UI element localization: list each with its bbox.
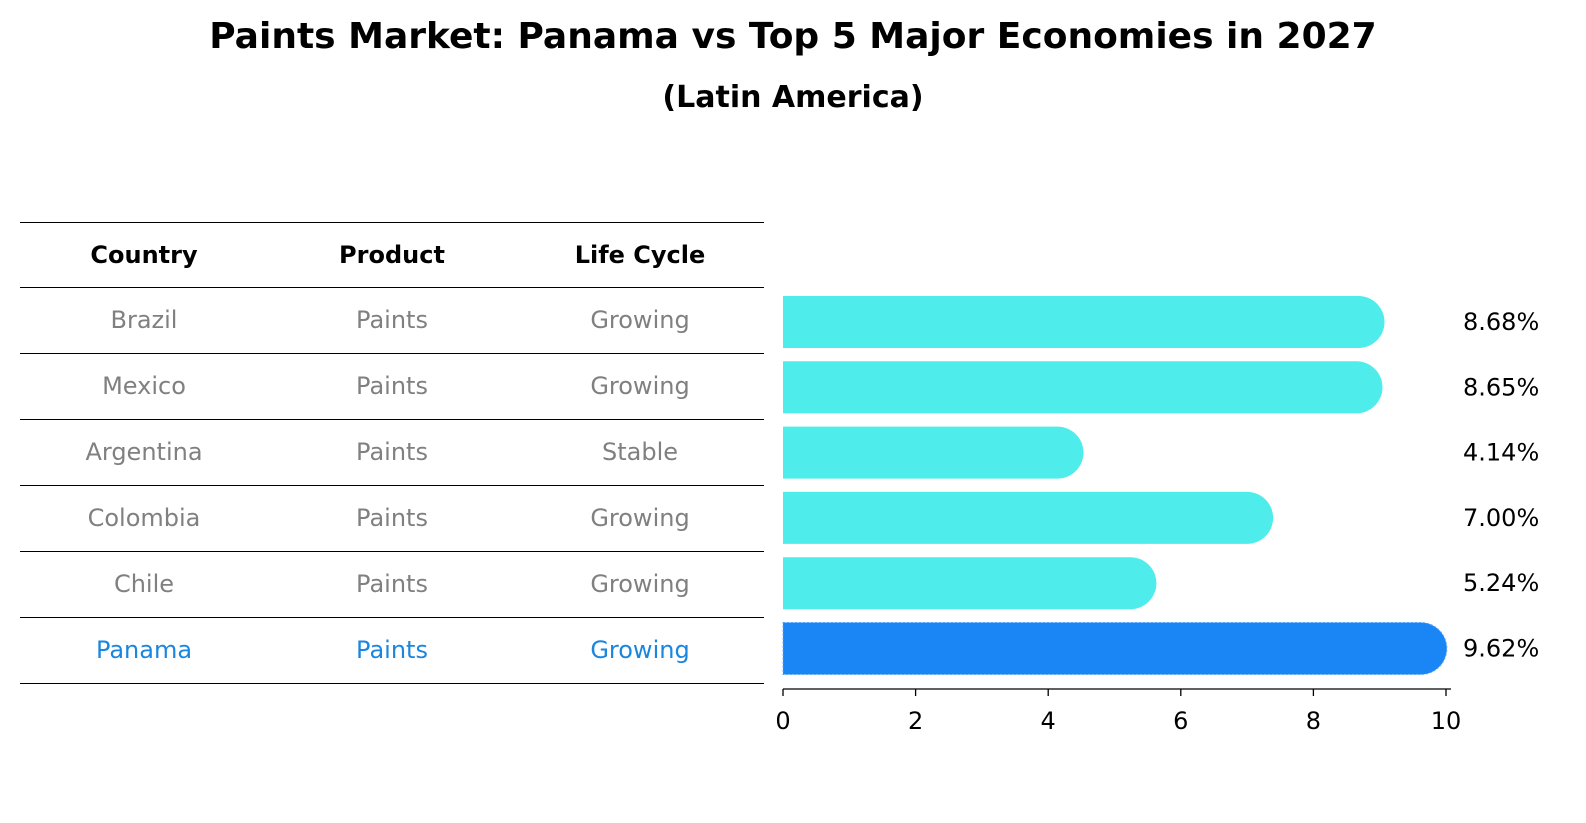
life-cycle-cell: Growing [590,306,690,334]
bar [783,296,1385,348]
country-cell: Brazil [110,306,178,334]
x-tick-label: 4 [1041,707,1056,735]
product-cell: Paints [356,570,428,598]
bar [783,426,1084,479]
x-tick-label: 6 [1173,707,1188,735]
life-cycle-cell: Growing [590,372,690,400]
x-tick-label: 8 [1306,707,1321,735]
bar [783,491,1274,544]
country-cell: Argentina [85,438,203,466]
bar-value-label: 5.24% [1463,569,1539,597]
bar [783,557,1157,610]
country-table: Country Product Life Cycle Brazil Paints… [20,222,764,684]
product-cell: Paints [356,636,428,664]
product-cell: Paints [356,372,428,400]
product-cell: Paints [356,306,428,334]
chart-title: Paints Market: Panama vs Top 5 Major Eco… [209,16,1377,57]
product-cell: Paints [356,504,428,532]
header-life-cycle: Life Cycle [574,241,706,269]
life-cycle-cell: Growing [590,636,690,664]
product-cell: Paints [356,438,428,466]
bar [783,361,1383,414]
country-cell: Panama [95,636,193,664]
table-row: Chile Paints Growing [20,552,764,618]
chart-subtitle: (Latin America) [662,80,924,115]
bar-value-label: 8.65% [1463,373,1539,401]
header-country: Country [90,241,198,269]
country-cell: Mexico [102,372,186,400]
header-product: Product [339,241,445,269]
bar-value-label: 8.68% [1463,308,1539,336]
bar-value-label: 7.00% [1463,504,1539,532]
country-cell: Colombia [87,504,201,532]
table-row-highlight: Panama Paints Growing [20,618,764,684]
x-tick-label: 10 [1431,707,1462,735]
life-cycle-cell: Growing [590,504,690,532]
table-header-row: Country Product Life Cycle [20,222,764,288]
x-tick-label: 0 [775,707,790,735]
table-row: Colombia Paints Growing [20,486,764,552]
life-cycle-cell: Growing [590,570,690,598]
bar-value-label: 9.62% [1463,635,1539,663]
bar [782,622,1448,675]
table-row: Argentina Paints Stable [20,420,764,486]
country-cell: Chile [113,570,175,598]
life-cycle-cell: Stable [601,438,679,466]
table-row: Mexico Paints Growing [20,354,764,420]
table-row: Brazil Paints Growing [20,288,764,354]
bar-value-label: 4.14% [1463,439,1539,467]
x-tick-label: 2 [908,707,923,735]
